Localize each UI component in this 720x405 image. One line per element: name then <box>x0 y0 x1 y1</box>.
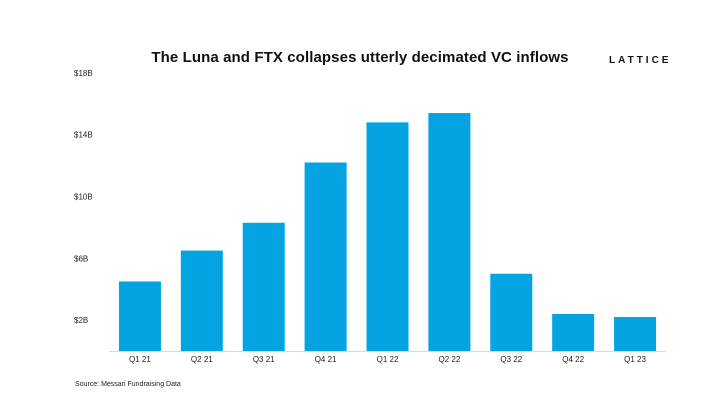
x-tick-label: Q1 22 <box>377 355 399 364</box>
y-tick-label: $14B <box>74 131 93 140</box>
bar <box>366 122 409 351</box>
y-axis-labels: $2B $6B $10B $14B $18B <box>74 69 93 325</box>
y-tick-label: $18B <box>74 69 93 78</box>
y-tick-label: $6B <box>74 254 88 263</box>
bar <box>118 281 161 351</box>
bar <box>180 250 223 351</box>
x-tick-label: Q4 21 <box>315 355 337 364</box>
bar <box>614 317 657 351</box>
x-tick-label: Q3 21 <box>253 355 275 364</box>
chart-title: The Luna and FTX collapses utterly decim… <box>151 49 569 66</box>
bar <box>552 313 595 351</box>
source-note: Source: Messari Fundraising Data <box>75 381 181 388</box>
x-axis-labels: Q1 21 Q2 21 Q3 21 Q4 21 Q1 22 Q2 22 Q3 22 Q4 22… <box>129 355 646 364</box>
bar <box>242 222 285 351</box>
x-tick-label: Q1 21 <box>129 355 151 364</box>
x-tick-label: Q2 22 <box>438 355 460 364</box>
bars <box>118 113 657 351</box>
bar <box>490 273 533 351</box>
bar <box>428 113 471 351</box>
lattice-logo: LATTICE <box>609 55 672 66</box>
x-tick-label: Q1 23 <box>624 355 646 364</box>
y-tick-label: $2B <box>74 316 88 325</box>
x-tick-label: Q4 22 <box>562 355 584 364</box>
x-tick-label: Q3 22 <box>500 355 522 364</box>
bar <box>304 162 347 351</box>
x-tick-label: Q2 21 <box>191 355 213 364</box>
y-tick-label: $10B <box>74 193 93 202</box>
